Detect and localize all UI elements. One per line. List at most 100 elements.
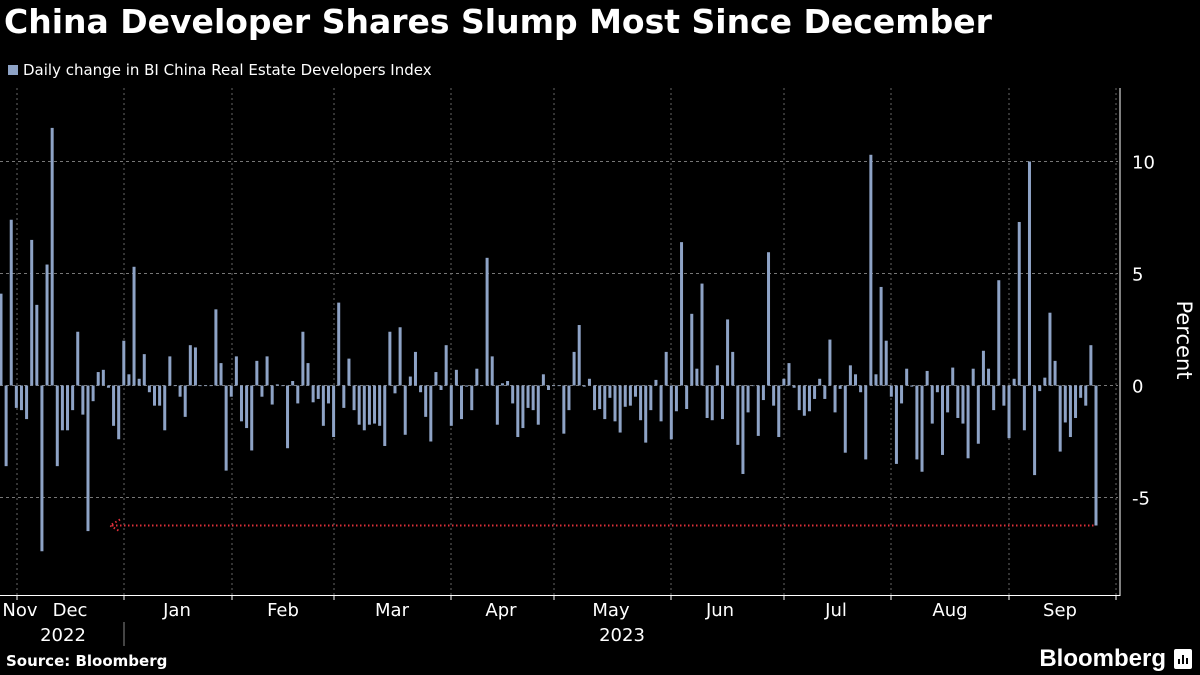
bar — [1048, 312, 1052, 386]
bar — [449, 385, 453, 426]
bar — [470, 385, 474, 411]
bar — [894, 385, 898, 464]
bar — [337, 302, 341, 386]
x-year-label: 2022 — [40, 625, 86, 646]
legend: Daily change in BI China Real Estate Dev… — [8, 61, 432, 79]
bar — [854, 374, 858, 386]
bar — [756, 385, 760, 436]
bar — [1033, 385, 1037, 476]
bar — [9, 219, 13, 386]
bar — [332, 385, 336, 438]
bar — [495, 385, 499, 425]
bar — [1038, 385, 1042, 392]
bar — [905, 368, 909, 386]
bar — [465, 385, 469, 387]
bar — [239, 385, 243, 422]
bar — [342, 385, 346, 408]
bar — [153, 385, 157, 406]
bar — [777, 385, 781, 438]
bar — [1058, 385, 1062, 452]
bar — [475, 368, 479, 386]
bar — [715, 365, 719, 386]
bar — [204, 385, 208, 387]
bar — [613, 385, 617, 422]
bar — [101, 369, 105, 386]
x-tick-label: Jan — [162, 600, 191, 621]
bar — [526, 385, 530, 408]
bar — [874, 374, 878, 386]
bar — [531, 385, 535, 411]
bar — [956, 385, 960, 418]
bar — [1053, 360, 1057, 386]
x-tick-label: Jun — [705, 600, 734, 621]
bar — [214, 309, 218, 386]
x-tick-label: Mar — [375, 600, 410, 621]
bar — [680, 242, 684, 386]
y-tick-label: 0 — [1132, 377, 1143, 398]
bar — [40, 385, 44, 552]
bar — [838, 385, 842, 389]
bar — [117, 385, 121, 440]
bar — [506, 381, 510, 386]
bar — [106, 385, 110, 388]
bar — [163, 385, 167, 431]
bar — [557, 385, 561, 387]
bar — [940, 385, 944, 455]
bar — [879, 286, 883, 386]
bar — [1017, 221, 1021, 386]
legend-swatch — [8, 65, 18, 75]
bar — [577, 325, 581, 386]
bar — [199, 385, 203, 387]
chart-title: China Developer Shares Slump Most Since … — [4, 2, 992, 41]
bar — [122, 340, 126, 386]
bar — [833, 385, 837, 413]
bar — [60, 385, 64, 431]
bar — [746, 385, 750, 413]
bar — [700, 283, 704, 386]
bar — [71, 385, 75, 411]
bar — [910, 385, 914, 387]
bar — [81, 385, 85, 415]
bar — [587, 378, 591, 386]
bar — [19, 385, 23, 411]
y-tick-label: 10 — [1132, 153, 1155, 174]
bar — [55, 385, 59, 467]
bar — [485, 257, 489, 386]
bar — [639, 385, 643, 421]
bar — [981, 350, 985, 386]
bar — [900, 385, 904, 404]
bar — [1022, 385, 1026, 431]
bar — [234, 356, 238, 386]
bar — [76, 331, 80, 386]
bar — [674, 385, 678, 412]
bar — [751, 385, 755, 387]
bar — [598, 385, 602, 410]
bar — [915, 385, 919, 460]
bar — [966, 385, 970, 459]
bar — [664, 351, 668, 386]
bar — [930, 385, 934, 424]
source-note: Source: Bloomberg — [6, 652, 168, 670]
bar — [521, 385, 525, 429]
bar — [925, 370, 929, 386]
bar — [112, 385, 116, 426]
bar — [823, 385, 827, 399]
bar — [316, 385, 320, 399]
bar — [250, 385, 254, 451]
bar — [209, 385, 213, 387]
x-tick-label: Jul — [824, 600, 847, 621]
bar — [158, 385, 162, 406]
bar — [408, 376, 412, 386]
bar — [424, 385, 428, 417]
bar — [1007, 385, 1011, 439]
bar — [490, 356, 494, 386]
bar — [623, 385, 627, 407]
bar — [142, 354, 146, 386]
bar — [373, 385, 377, 424]
bar — [429, 385, 433, 442]
bar — [869, 154, 873, 386]
x-tick-label: Nov — [2, 600, 37, 621]
bar — [480, 385, 484, 387]
bar — [782, 378, 786, 386]
bar — [685, 385, 689, 410]
